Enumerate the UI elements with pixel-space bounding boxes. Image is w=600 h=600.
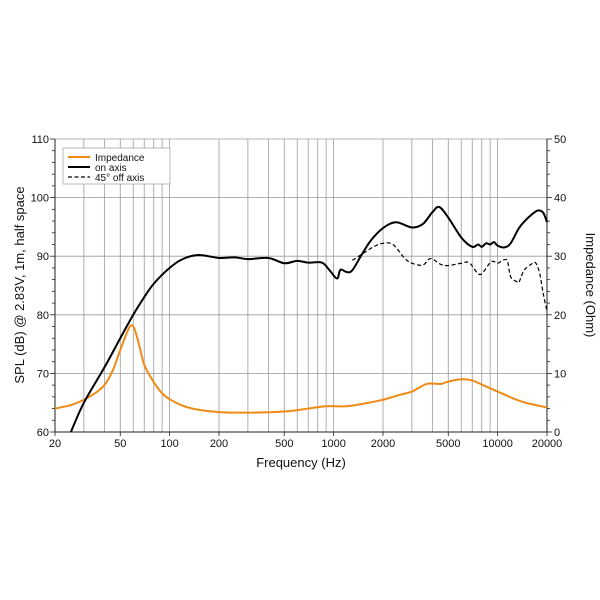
- axes: 60 70 80 90 100 110 0 10 20 30 40 50 20 50 100 200 500 10…: [31, 134, 567, 450]
- legend-label-impedance: Impedance: [95, 153, 145, 164]
- series-lines: [54, 205, 548, 433]
- x-tick-label: 10000: [482, 438, 513, 450]
- legend-box: [62, 147, 171, 185]
- y2-tick-label: 0: [554, 427, 560, 439]
- y2-tick-label: 30: [554, 251, 566, 263]
- y-tick-label: 80: [37, 310, 49, 322]
- legend-label-off-axis: 45° off axis: [95, 173, 144, 184]
- y-axis-label: SPL (dB) @ 2.83V, 1m, half space: [12, 186, 27, 383]
- y-tick-label: 110: [31, 134, 49, 146]
- y-tick-label: 70: [37, 368, 49, 380]
- x-tick-label: 20000: [532, 438, 563, 450]
- x-tick-label: 200: [210, 438, 228, 450]
- legend-label-on-axis: on axis: [95, 163, 127, 174]
- series-line-impedance: [54, 324, 548, 414]
- y-tick-label: 90: [37, 251, 49, 263]
- x-tick-label: 2000: [371, 438, 395, 450]
- series-line-on-axis: [69, 205, 548, 433]
- y2-axis-label: Impedance (Ohm): [583, 233, 598, 338]
- y2-tick-label: 50: [554, 134, 566, 146]
- grid: [54, 138, 548, 433]
- y-tick-label: 60: [37, 427, 49, 439]
- x-axis-label: Frequency (Hz): [256, 455, 346, 470]
- y-tick-label: 100: [31, 193, 49, 205]
- y2-tick-label: 20: [554, 310, 566, 322]
- legend: Impedance on axis 45° off axis: [62, 147, 171, 185]
- series-line-45-off-axis: [351, 242, 548, 312]
- y2-tick-label: 40: [554, 193, 566, 205]
- x-tick-label: 500: [275, 438, 293, 450]
- x-tick-label: 5000: [436, 438, 460, 450]
- y2-tick-label: 10: [554, 368, 566, 380]
- x-tick-label: 50: [114, 438, 126, 450]
- x-tick-label: 100: [160, 438, 178, 450]
- x-tick-label: 1000: [321, 438, 345, 450]
- x-tick-label: 20: [49, 438, 61, 450]
